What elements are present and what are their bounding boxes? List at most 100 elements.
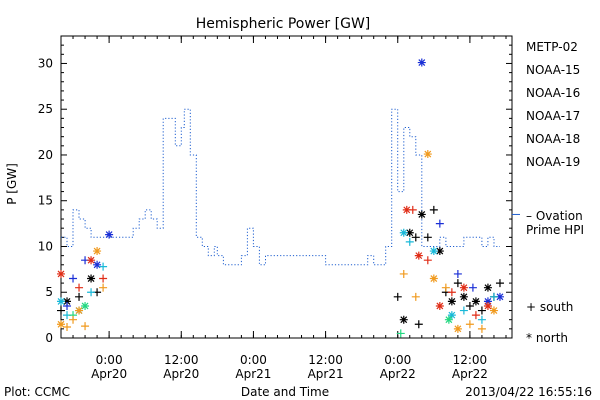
legend-north-symbol: * north bbox=[526, 331, 568, 345]
data-point-south bbox=[495, 279, 504, 288]
x-tick-label-date: Apr22 bbox=[380, 367, 416, 381]
data-point-north bbox=[429, 247, 438, 256]
data-point-south bbox=[441, 283, 450, 292]
x-tick-label-time: 12:00 bbox=[164, 353, 199, 367]
data-point-north bbox=[57, 269, 65, 278]
data-point-north bbox=[483, 297, 492, 306]
y-tick-label: 15 bbox=[38, 194, 53, 208]
data-point-south bbox=[453, 269, 462, 278]
data-point-north bbox=[399, 315, 408, 324]
data-point-south bbox=[396, 329, 405, 338]
data-point-south bbox=[408, 205, 417, 214]
data-point-north bbox=[453, 324, 462, 333]
ovation-hpi-line bbox=[61, 108, 500, 266]
x-tick-label-date: Apr21 bbox=[308, 367, 344, 381]
data-point-south bbox=[75, 283, 84, 292]
data-point-south bbox=[57, 306, 65, 315]
chart-title: Hemispheric Power [GW] bbox=[196, 16, 371, 32]
data-point-north bbox=[93, 260, 102, 269]
data-point-north bbox=[429, 274, 438, 283]
legend-entry-noaa-17: NOAA-17 bbox=[526, 109, 580, 123]
x-tick-label-time: 0:00 bbox=[96, 353, 123, 367]
data-point-north bbox=[405, 228, 414, 237]
legend-entry-noaa-18: NOAA-18 bbox=[526, 132, 580, 146]
data-point-south bbox=[405, 237, 414, 246]
legend-entry-noaa-19: NOAA-19 bbox=[526, 155, 580, 169]
data-point-south bbox=[399, 269, 408, 278]
legend-entry-noaa-16: NOAA-16 bbox=[526, 86, 580, 100]
footer-plot-credit: Plot: CCMC bbox=[4, 385, 70, 399]
data-point-south bbox=[468, 283, 477, 292]
legend-entry-noaa-15: NOAA-15 bbox=[526, 63, 580, 77]
legend-ovation-line1: – Ovation bbox=[526, 209, 583, 223]
data-point-north bbox=[423, 150, 432, 159]
data-point-south bbox=[393, 292, 402, 301]
data-point-north bbox=[483, 283, 492, 292]
data-point-south bbox=[477, 324, 486, 333]
data-point-north bbox=[399, 228, 408, 237]
data-point-south bbox=[423, 256, 432, 265]
data-point-north bbox=[81, 301, 90, 310]
data-point-south bbox=[465, 320, 474, 329]
data-point-north bbox=[417, 58, 426, 67]
data-point-south bbox=[69, 274, 78, 283]
data-point-north bbox=[87, 256, 96, 265]
data-point-south bbox=[99, 283, 108, 292]
y-tick-label: 10 bbox=[38, 239, 53, 253]
data-point-south bbox=[459, 306, 468, 315]
x-tick-label-time: 12:00 bbox=[453, 353, 488, 367]
data-point-south bbox=[453, 279, 462, 288]
data-point-south bbox=[429, 205, 438, 214]
data-point-north bbox=[459, 292, 468, 301]
y-axis-label: P [GW] bbox=[5, 163, 19, 205]
legend-south-symbol: + south bbox=[526, 300, 573, 314]
legend-entry-metp-02: METP-02 bbox=[526, 40, 578, 54]
data-point-south bbox=[477, 315, 486, 324]
data-point-north bbox=[63, 297, 72, 306]
legend-ovation-line2: Prime HPI bbox=[526, 223, 584, 237]
data-point-south bbox=[411, 292, 420, 301]
data-point-north bbox=[105, 230, 114, 239]
x-tick-label-time: 12:00 bbox=[308, 353, 343, 367]
data-point-south bbox=[63, 323, 72, 332]
data-point-south bbox=[99, 274, 108, 283]
x-tick-label-date: Apr20 bbox=[91, 367, 127, 381]
data-point-south bbox=[447, 288, 456, 297]
data-point-north bbox=[93, 247, 102, 256]
data-point-south bbox=[87, 288, 96, 297]
data-point-north bbox=[447, 311, 456, 320]
data-point-south bbox=[75, 292, 84, 301]
data-point-north bbox=[471, 297, 480, 306]
data-point-north bbox=[75, 306, 84, 315]
data-point-south bbox=[411, 233, 420, 242]
data-point-south bbox=[63, 301, 72, 310]
data-point-south bbox=[69, 315, 78, 324]
data-point-south bbox=[81, 322, 90, 331]
x-tick-label-date: Apr22 bbox=[452, 367, 488, 381]
data-point-south bbox=[489, 292, 498, 301]
data-point-south bbox=[465, 301, 474, 310]
data-point-north bbox=[495, 292, 504, 301]
data-point-south bbox=[414, 320, 423, 329]
data-point-south bbox=[99, 262, 108, 271]
data-point-north bbox=[402, 205, 411, 214]
plot-frame bbox=[60, 35, 513, 339]
data-point-north bbox=[87, 274, 96, 283]
data-point-north bbox=[417, 210, 426, 219]
data-point-south bbox=[477, 306, 486, 315]
footer-timestamp: 2013/04/22 16:55:16 bbox=[465, 385, 592, 399]
data-point-north bbox=[483, 301, 492, 310]
data-point-north bbox=[459, 283, 468, 292]
data-point-north bbox=[489, 306, 498, 315]
data-point-south bbox=[423, 233, 432, 242]
data-point-north bbox=[414, 251, 423, 260]
x-tick-label-time: 0:00 bbox=[384, 353, 411, 367]
data-point-north bbox=[57, 320, 65, 329]
y-tick-label: 25 bbox=[38, 102, 53, 116]
x-tick-label-date: Apr20 bbox=[163, 367, 199, 381]
data-point-south bbox=[435, 219, 444, 228]
plot-area: 0510152025300:00Apr2012:00Apr200:00Apr21… bbox=[38, 35, 580, 381]
data-point-north bbox=[57, 297, 65, 306]
y-tick-label: 0 bbox=[45, 331, 53, 345]
